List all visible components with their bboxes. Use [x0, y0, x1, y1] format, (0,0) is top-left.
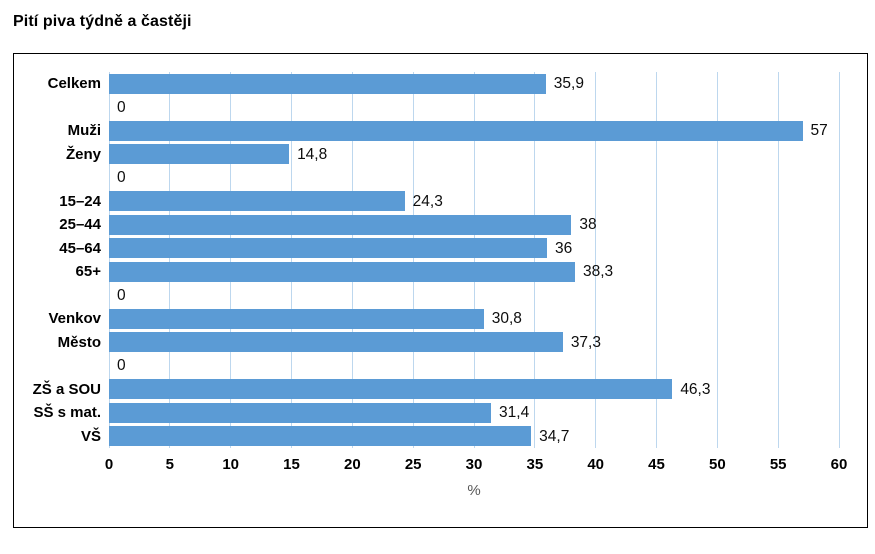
category-label: Město: [57, 333, 101, 351]
bar: [109, 238, 547, 259]
bar: [109, 379, 673, 400]
value-label: 0: [117, 98, 126, 116]
value-label: 38: [579, 216, 597, 233]
x-tick-label: 0: [104, 456, 114, 473]
value-label: 57: [810, 122, 828, 139]
x-axis-unit-label: %: [467, 482, 481, 499]
category-label: 15–24: [59, 192, 101, 210]
category-label: 45–64: [59, 239, 101, 257]
bar: [109, 308, 484, 329]
value-label: 24,3: [412, 192, 443, 210]
x-tick-label: 55: [769, 456, 787, 473]
x-tick-label: 30: [465, 456, 483, 473]
value-label: 37,3: [570, 333, 601, 351]
value-label: 0: [117, 169, 126, 186]
bar: [109, 144, 290, 165]
chart-frame: % 0 5 10 15 20 25 30 35 40 45 50 55 60 Celkem 35,9 0 Muž…: [13, 53, 868, 528]
gridline: [412, 72, 414, 448]
value-label: 0: [117, 357, 126, 374]
bar: [109, 332, 563, 353]
x-tick-label: 5: [165, 456, 174, 473]
category-label: 25–44: [59, 216, 101, 233]
category-label: 65+: [75, 263, 101, 280]
category-label: VŠ: [80, 427, 101, 445]
value-label: 35,9: [553, 75, 584, 92]
value-label: 30,8: [491, 310, 522, 327]
gridline: [291, 72, 292, 448]
gridline: [351, 72, 353, 448]
value-label: 31,4: [499, 404, 530, 421]
x-tick-label: 40: [587, 456, 604, 473]
category-label: Muži: [67, 122, 101, 139]
x-tick-label: 45: [648, 456, 665, 473]
x-tick-label: 25: [404, 456, 422, 473]
bar: [109, 120, 803, 141]
chart-title: Pití piva týdně a častěji: [13, 13, 192, 30]
value-label: 0: [117, 286, 126, 304]
x-tick-label: 20: [343, 456, 361, 473]
gridline: [595, 72, 597, 448]
bar: [109, 402, 492, 423]
value-label: 14,8: [297, 145, 328, 163]
x-tick-label: 15: [283, 456, 300, 473]
bar: [109, 191, 405, 212]
category-label: ZŠ a SOU: [32, 380, 101, 398]
gridline: [716, 72, 718, 448]
category-label: SŠ s mat.: [33, 404, 101, 421]
bar: [109, 214, 572, 235]
bar: [109, 426, 532, 447]
gridline: [169, 72, 171, 448]
gridline: [230, 72, 232, 448]
category-label: Celkem: [47, 75, 101, 92]
gridline: [534, 72, 536, 448]
gridline: [777, 72, 779, 448]
gridline: [473, 72, 475, 448]
gridline: [656, 72, 657, 448]
x-tick-label: 60: [830, 456, 848, 473]
value-label: 36: [555, 239, 573, 257]
category-label: Venkov: [48, 310, 101, 327]
x-tick-label: 50: [708, 456, 726, 473]
value-label: 34,7: [539, 427, 570, 445]
x-tick-label: 35: [526, 456, 544, 473]
gridline: [108, 72, 110, 448]
category-label: Ženy: [65, 145, 101, 163]
gridline: [838, 72, 840, 448]
bar: [109, 261, 575, 282]
x-tick-label: 10: [222, 456, 239, 473]
value-label: 38,3: [582, 263, 614, 280]
value-label: 46,3: [680, 380, 711, 398]
bar: [109, 73, 546, 94]
